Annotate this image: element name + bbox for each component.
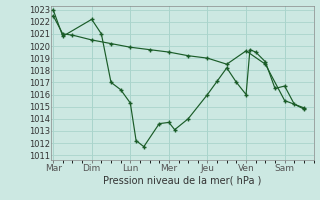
X-axis label: Pression niveau de la mer( hPa ): Pression niveau de la mer( hPa ) bbox=[103, 176, 261, 186]
